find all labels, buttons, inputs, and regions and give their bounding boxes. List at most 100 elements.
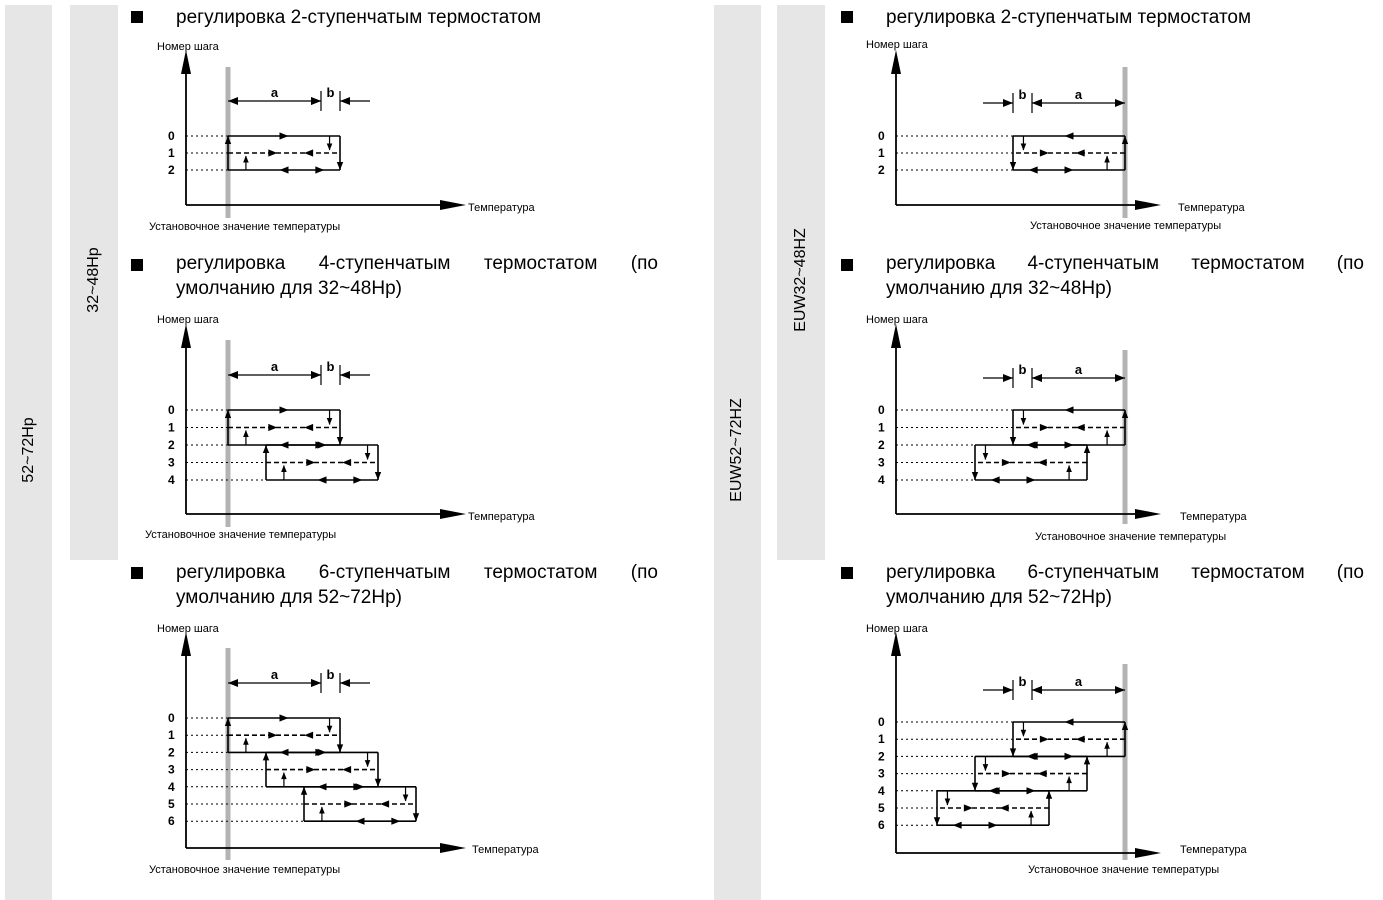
flow-arrow-icon bbox=[342, 458, 352, 467]
dimension-b-label: b bbox=[327, 667, 335, 682]
step-diagram: 0 1 2 a b Номер шага Температура Установочное з… bbox=[149, 41, 536, 233]
left-outer-band bbox=[5, 5, 52, 900]
setpoint-line bbox=[225, 648, 231, 860]
flow-arrow-icon bbox=[304, 731, 314, 739]
flow-arrow-icon bbox=[988, 787, 998, 795]
y-axis-arrow-icon bbox=[891, 50, 901, 74]
dimension-a-label: a bbox=[1075, 362, 1083, 377]
heading-6-stage-left: регулировка 6-ступенчатым термостатом (п… bbox=[176, 562, 658, 608]
step-number: 1 bbox=[168, 146, 175, 160]
dimension-b-label: b bbox=[1019, 87, 1027, 102]
flow-arrow-icon bbox=[317, 441, 327, 449]
step-number: 2 bbox=[168, 745, 175, 759]
step-diagram: 0 1 2 3 4 a b Номер шага Температура Установочное… bbox=[866, 314, 1248, 543]
setpoint-line bbox=[1122, 664, 1128, 860]
flow-arrow-icon bbox=[364, 760, 371, 768]
flow-arrow-icon bbox=[268, 731, 278, 739]
flow-arrow-icon bbox=[999, 804, 1009, 812]
flow-arrow-icon bbox=[1075, 735, 1085, 743]
flow-arrow-icon bbox=[364, 453, 371, 460]
y-axis-label: Номер шага bbox=[866, 39, 929, 51]
step-number: 0 bbox=[168, 711, 175, 725]
flow-arrow-icon bbox=[326, 143, 333, 151]
flow-arrow-icon bbox=[1026, 476, 1036, 484]
flow-arrow-icon bbox=[1066, 465, 1072, 472]
step-number: 5 bbox=[878, 801, 885, 815]
flow-arrow-icon bbox=[1115, 374, 1125, 382]
setpoint-label: Установочное значение температуры bbox=[149, 864, 340, 876]
flow-arrow-icon bbox=[1039, 735, 1049, 743]
step-number: 4 bbox=[168, 473, 175, 487]
flow-arrow-icon bbox=[374, 778, 382, 787]
flow-arrow-icon bbox=[988, 821, 998, 829]
left-inner-band bbox=[70, 5, 118, 560]
flow-arrow-icon bbox=[353, 476, 363, 484]
x-axis-label: Температура bbox=[1180, 511, 1248, 523]
step-diagram: 0 1 2 3 4 a b Номер шага Температура Установочное… bbox=[145, 314, 536, 541]
flow-arrow-icon bbox=[1121, 136, 1129, 144]
flow-arrow-icon bbox=[1075, 149, 1085, 157]
x-axis-arrow-icon bbox=[440, 509, 466, 519]
x-axis-arrow-icon bbox=[1135, 848, 1161, 858]
step-number: 1 bbox=[168, 421, 175, 435]
flow-arrow-icon bbox=[228, 371, 238, 379]
setpoint-label: Установочное значение температуры bbox=[1028, 864, 1219, 876]
step-number: 0 bbox=[878, 129, 885, 143]
flow-arrow-icon bbox=[340, 97, 350, 105]
step-number: 3 bbox=[878, 767, 885, 781]
flow-arrow-icon bbox=[1037, 770, 1047, 778]
flow-arrow-icon bbox=[336, 744, 344, 753]
dimension-b-label: b bbox=[327, 359, 335, 374]
step-number: 3 bbox=[168, 456, 175, 470]
dimension-a-label: a bbox=[271, 85, 279, 100]
x-axis-label: Температура bbox=[1178, 202, 1246, 214]
step-number: 5 bbox=[168, 797, 175, 811]
y-axis-arrow-icon bbox=[181, 50, 191, 74]
dimension-b-label: b bbox=[1019, 674, 1027, 689]
flow-arrow-icon bbox=[279, 132, 289, 140]
bullet-icon bbox=[131, 259, 143, 271]
flow-arrow-icon bbox=[224, 718, 232, 726]
flow-arrow-icon bbox=[1032, 374, 1042, 382]
flow-arrow-icon bbox=[1001, 770, 1011, 778]
step-number: 0 bbox=[878, 715, 885, 729]
right-outer-band bbox=[714, 5, 761, 900]
flow-arrow-icon bbox=[279, 166, 289, 174]
setpoint-label: Установочное значение температуры bbox=[1030, 220, 1221, 232]
flow-arrow-icon bbox=[1009, 437, 1017, 445]
y-axis-label: Номер шага bbox=[157, 41, 220, 53]
step-diagram: 0 1 2 3 4 5 6 a b Номер шага Температура Установочн… bbox=[149, 623, 540, 876]
flow-arrow-icon bbox=[1037, 458, 1047, 467]
flow-arrow-icon bbox=[1083, 445, 1091, 453]
flow-arrow-icon bbox=[971, 782, 979, 791]
y-axis-arrow-icon bbox=[181, 632, 191, 656]
step-number: 3 bbox=[168, 763, 175, 777]
flow-arrow-icon bbox=[311, 679, 321, 687]
flow-arrow-icon bbox=[262, 445, 270, 453]
step-number: 2 bbox=[878, 749, 885, 763]
flow-arrow-icon bbox=[1003, 99, 1013, 107]
flow-arrow-icon bbox=[1064, 718, 1074, 726]
flow-arrow-icon bbox=[963, 804, 973, 812]
x-axis-label: Температура bbox=[468, 511, 536, 523]
flow-arrow-icon bbox=[374, 472, 382, 480]
flow-arrow-icon bbox=[380, 800, 390, 808]
flow-arrow-icon bbox=[311, 371, 321, 379]
flow-arrow-icon bbox=[990, 476, 1000, 484]
step-number: 1 bbox=[878, 146, 885, 160]
y-axis-label: Номер шага bbox=[866, 623, 929, 635]
flow-arrow-icon bbox=[304, 423, 314, 432]
flow-arrow-icon bbox=[1083, 756, 1091, 765]
flow-arrow-icon bbox=[982, 453, 989, 460]
step-number: 0 bbox=[168, 129, 175, 143]
setpoint-label: Установочное значение температуры bbox=[149, 221, 340, 233]
flow-arrow-icon bbox=[243, 155, 249, 163]
flow-arrow-icon bbox=[944, 798, 951, 806]
flow-arrow-icon bbox=[1026, 441, 1036, 449]
step-number: 4 bbox=[878, 784, 885, 798]
flow-arrow-icon bbox=[402, 794, 409, 802]
step-number: 3 bbox=[878, 456, 885, 470]
flow-arrow-icon bbox=[1020, 729, 1027, 737]
heading-2-stage-left: регулировка 2-ступенчатым термостатом bbox=[176, 7, 542, 28]
flow-arrow-icon bbox=[1001, 458, 1011, 467]
